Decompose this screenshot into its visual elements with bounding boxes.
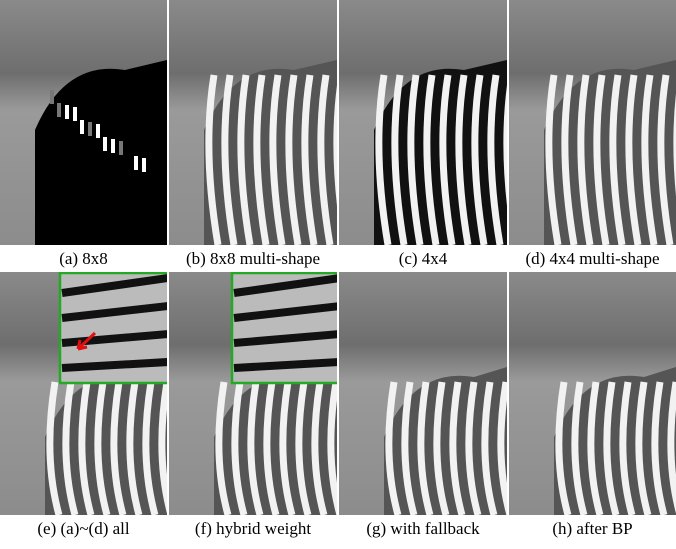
caption: (a) 8x8 bbox=[59, 249, 108, 268]
panel-image bbox=[339, 0, 516, 245]
stripe bbox=[65, 105, 69, 119]
stripe bbox=[111, 139, 115, 153]
caption: (e) (a)~(d) all bbox=[37, 519, 130, 538]
stripe bbox=[119, 141, 123, 155]
stripe bbox=[80, 120, 84, 134]
stripe bbox=[103, 137, 107, 151]
panel-image bbox=[339, 272, 526, 515]
caption: (g) with fallback bbox=[366, 519, 480, 538]
panel-image bbox=[169, 0, 346, 245]
stripe bbox=[50, 90, 54, 104]
stripe bbox=[57, 103, 61, 117]
caption: (c) 4x4 bbox=[399, 249, 448, 268]
panel-image bbox=[0, 272, 187, 515]
caption: (d) 4x4 multi-shape bbox=[525, 249, 659, 268]
caption: (b) 8x8 multi-shape bbox=[186, 249, 320, 268]
caption: (f) hybrid weight bbox=[195, 519, 311, 538]
stripe bbox=[73, 107, 77, 121]
stripe bbox=[142, 158, 146, 172]
panel-image bbox=[509, 272, 676, 515]
caption: (h) after BP bbox=[552, 519, 632, 538]
panel-image bbox=[0, 0, 167, 245]
figure: (a) 8x8 (b) 8x8 multi-shape (c) 4x4 (d) 4x4… bbox=[0, 0, 676, 549]
stripe bbox=[134, 156, 138, 170]
panel-image bbox=[509, 0, 676, 245]
stripe bbox=[88, 122, 92, 136]
stripe bbox=[96, 124, 100, 138]
panel-image bbox=[169, 272, 356, 515]
